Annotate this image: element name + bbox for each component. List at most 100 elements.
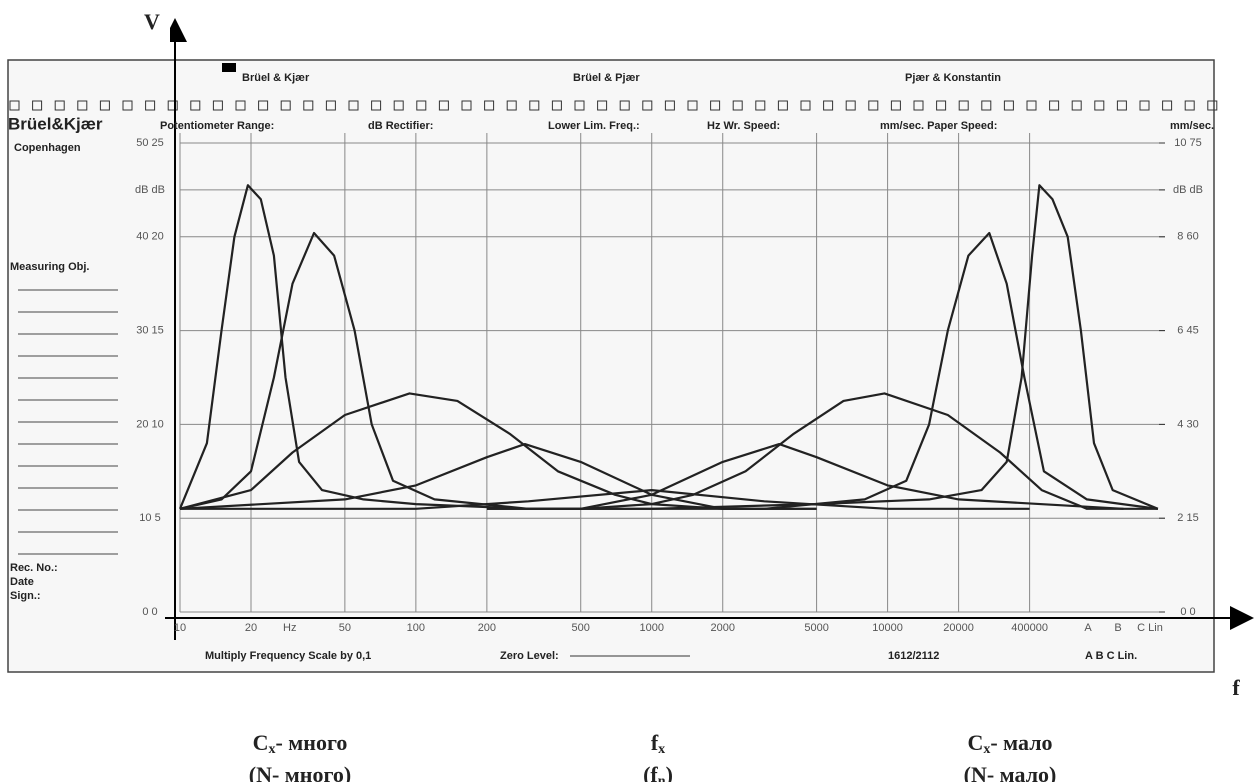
sprocket-hole [393, 100, 404, 111]
header: Brüel & Pjær [573, 72, 640, 84]
curve [180, 489, 1030, 510]
sprocket-hole [755, 100, 766, 111]
header: Pjær & Konstantin [905, 72, 1001, 84]
sprocket-hole [258, 100, 269, 111]
sprocket-row [9, 100, 1218, 111]
x-tick-label: 500 [572, 622, 590, 634]
caption-part: ) [666, 762, 673, 782]
caption-sub: x [658, 742, 665, 757]
caption-part: (f [643, 762, 658, 782]
sprocket-hole [1162, 100, 1173, 111]
x-tick-label: 400000 [1011, 622, 1048, 634]
sprocket-hole [99, 100, 110, 111]
header: Brüel & Kjær [242, 72, 310, 84]
y2-tick-label: 8 60 [1177, 231, 1198, 243]
x-tick-label: 2000 [710, 622, 734, 634]
y2-tick-label: dB dB [1173, 184, 1203, 196]
sprocket-hole [280, 100, 291, 111]
sprocket-hole [506, 100, 517, 111]
sprocket-hole [642, 100, 653, 111]
brand: Brüel&Kjær [8, 114, 103, 133]
y2-tick-label: 0 0 [1180, 606, 1195, 618]
y2-tick-label: 2 15 [1177, 512, 1198, 524]
sprocket-hole [868, 100, 879, 111]
footer: A B C Lin. [1085, 650, 1137, 662]
curve [486, 392, 1158, 510]
sprocket-hole [958, 100, 969, 111]
sprocket-hole [845, 100, 856, 111]
sprocket-hole [235, 100, 246, 111]
sprocket-hole [1184, 100, 1195, 111]
sprocket-hole [913, 100, 924, 111]
sprocket-hole [1207, 100, 1218, 111]
caption-part: - много [275, 730, 347, 755]
sprocket-hole [303, 100, 314, 111]
sprocket-hole [936, 100, 947, 111]
caption: fx [651, 730, 665, 757]
caption-sub: n [658, 774, 666, 782]
sprocket-hole [145, 100, 156, 111]
sprocket-hole [732, 100, 743, 111]
sprocket-hole [484, 100, 495, 111]
y-tick-label: 20 10 [136, 418, 164, 430]
sprocket-hole [122, 100, 133, 111]
sprocket-hole [1003, 100, 1014, 111]
grid [18, 133, 1165, 613]
sprocket-hole [212, 100, 223, 111]
x-tick-label: 50 [339, 622, 351, 634]
form-field: Potentiometer Range: [160, 120, 274, 132]
city: Copenhagen [14, 142, 81, 154]
sprocket-hole [190, 100, 201, 111]
sprocket-hole [619, 100, 630, 111]
y-axis-label: V [144, 9, 160, 34]
caption-part: (N- мало) [964, 762, 1057, 782]
footer: 1612/2112 [888, 650, 939, 662]
y-tick-label: 10 5 [139, 512, 160, 524]
x-tick-label: 20 [245, 622, 257, 634]
x-tick-label: 10 [174, 622, 186, 634]
sprocket-hole [371, 100, 382, 111]
sprocket-hole [710, 100, 721, 111]
paper [7, 59, 1215, 673]
side-field: Measuring Obj. [10, 261, 89, 273]
curves [178, 184, 1159, 510]
sprocket-hole [1139, 100, 1150, 111]
caption-part: C [967, 730, 983, 755]
sprocket-hole [77, 100, 88, 111]
curve [651, 231, 1159, 510]
x-axis-label: f [1232, 675, 1240, 700]
x-tick-label: 20000 [943, 622, 974, 634]
sprocket-hole [325, 100, 336, 111]
form-field: Hz Wr. Speed: [707, 120, 780, 132]
side-field: Rec. No.: [10, 562, 58, 574]
form-field: dB Rectifier: [368, 120, 433, 132]
sprocket-hole [574, 100, 585, 111]
sprocket-hole [551, 100, 562, 111]
sprocket-hole [461, 100, 472, 111]
labels: Potentiometer Range: dB Rectifier: Lower L… [10, 120, 1214, 634]
x-tick-label: 5000 [804, 622, 828, 634]
label-bg [130, 5, 170, 43]
x-tick-label: 10000 [872, 622, 903, 634]
sprocket-hole [9, 100, 20, 111]
sprocket-hole [54, 100, 65, 111]
y-tick-label: dB dB [135, 184, 165, 196]
caption-part: (N- много) [249, 762, 351, 782]
sprocket-hole [438, 100, 449, 111]
y-tick-label: 50 25 [136, 137, 164, 149]
y2-tick-label: 6 45 [1177, 325, 1198, 337]
curve [179, 231, 652, 510]
side-field: Sign.: [10, 590, 41, 602]
x-extra-label: B [1114, 622, 1121, 634]
y2-tick-label: 4 30 [1177, 418, 1198, 430]
sprocket-hole [529, 100, 540, 111]
sprocket-hole [167, 100, 178, 111]
footer: Multiply Frequency Scale by 0,1 [205, 650, 371, 662]
caption-sub: x [983, 742, 990, 757]
y-tick-label: 40 20 [136, 231, 164, 243]
sprocket-hole [1116, 100, 1127, 111]
sprocket-hole [597, 100, 608, 111]
x-tick-label: 200 [478, 622, 496, 634]
curve [179, 443, 817, 510]
sprocket-hole [416, 100, 427, 111]
